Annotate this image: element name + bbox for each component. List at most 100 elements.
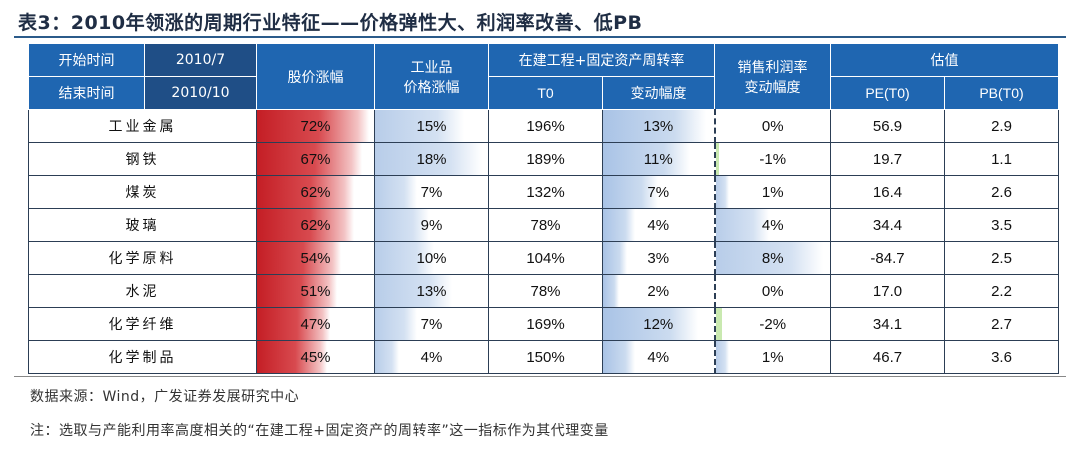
value-bar: [375, 308, 417, 340]
change-cell: 7%: [602, 175, 715, 209]
margin-value: 4%: [761, 216, 784, 234]
margin-value: 0%: [761, 117, 784, 135]
margin-cell: -1%: [713, 142, 831, 176]
pb-value: 1.1: [991, 150, 1012, 168]
pb-cell: 2.6: [944, 175, 1059, 209]
t0-cell: 150%: [488, 340, 603, 374]
t0-value: 78%: [530, 216, 561, 234]
stock-rise-value: 72%: [300, 117, 331, 135]
table-row: 化学纤维 47% 7% 169% 12% -2% 34.1 2.7: [28, 307, 1059, 341]
valuation-header: 估值: [830, 43, 1059, 77]
header-row-2: 结束时间 2010/10 T0 变动幅度 PE(T0) PB(T0): [28, 76, 1059, 110]
value-bar: [257, 209, 354, 241]
footer-divider: [14, 376, 1066, 377]
end-time-label: 结束时间: [28, 76, 145, 110]
industry-name-cell: 玻璃: [28, 208, 257, 242]
pe-header: PE(T0): [830, 76, 945, 110]
pb-value: 2.7: [991, 315, 1012, 333]
t0-cell: 104%: [488, 241, 603, 275]
t0-value: 189%: [526, 150, 565, 168]
price-rise-cell: 7%: [374, 175, 489, 209]
value-bar: [603, 242, 627, 274]
t0-cell: 132%: [488, 175, 603, 209]
price-rise-value: 9%: [420, 216, 443, 234]
table-row: 化学原料 54% 10% 104% 3% 8% -84.7 2.5: [28, 241, 1059, 275]
industrial-price-header: 工业品 价格涨幅: [374, 43, 489, 110]
end-time-value: 2010/10: [144, 76, 257, 110]
price-rise-value: 7%: [420, 315, 443, 333]
margin-value: 8%: [761, 249, 784, 267]
margin-cell: 8%: [713, 241, 831, 275]
stock-rise-cell: 47%: [256, 307, 375, 341]
t0-cell: 196%: [488, 109, 603, 143]
table-row: 化学制品 45% 4% 150% 4% 1% 46.7 3.6: [28, 340, 1059, 374]
price-rise-cell: 9%: [374, 208, 489, 242]
price-rise-cell: 7%: [374, 307, 489, 341]
change-value: 13%: [643, 117, 674, 135]
value-bar: [715, 143, 719, 175]
change-value: 3%: [647, 249, 670, 267]
pe-value: -84.7: [870, 249, 905, 267]
t0-value: 196%: [526, 117, 565, 135]
stock-rise-value: 45%: [300, 348, 331, 366]
industry-name: 水泥: [125, 284, 160, 300]
value-bar: [375, 209, 429, 241]
value-bar: [257, 110, 370, 142]
pb-value: 2.6: [991, 183, 1012, 201]
margin-cell: 1%: [713, 175, 831, 209]
pe-cell: 56.9: [830, 109, 945, 143]
stock-rise-cell: 51%: [256, 274, 375, 308]
margin-header: 销售利润率 变动幅度: [714, 43, 831, 110]
table-title: 表3：2010年领涨的周期行业特征——价格弹性大、利润率改善、低PB: [18, 12, 643, 34]
value-bar: [715, 176, 729, 208]
pe-value: 46.7: [872, 348, 903, 366]
value-bar: [257, 176, 354, 208]
stock-rise-header: 股价涨幅: [256, 43, 375, 110]
pb-value: 2.5: [991, 249, 1012, 267]
pe-cell: -84.7: [830, 241, 945, 275]
value-bar: [715, 209, 770, 241]
pe-value: 19.7: [872, 150, 903, 168]
value-bar: [375, 341, 399, 373]
change-cell: 11%: [602, 142, 715, 176]
t0-value: 78%: [530, 282, 561, 300]
title-divider: [14, 36, 1066, 38]
price-rise-value: 4%: [420, 348, 443, 366]
industry-name: 化学纤维: [108, 317, 177, 333]
price-rise-cell: 13%: [374, 274, 489, 308]
pe-cell: 46.7: [830, 340, 945, 374]
value-bar: [257, 308, 331, 340]
start-time-value: 2010/7: [144, 43, 257, 77]
header-row-1: 开始时间 2010/7 股价涨幅 工业品 价格涨幅 在建工程+固定资产周转率 销…: [28, 43, 1059, 110]
table-row: 水泥 51% 13% 78% 2% 0% 17.0 2.2: [28, 274, 1059, 308]
stock-rise-value: 51%: [300, 282, 331, 300]
pe-value: 56.9: [872, 117, 903, 135]
pb-cell: 1.1: [944, 142, 1059, 176]
industrial-price-header-line1: 工业品: [410, 59, 453, 76]
industry-name: 化学原料: [108, 251, 177, 267]
value-bar: [715, 242, 824, 274]
industry-name-cell: 化学纤维: [28, 307, 257, 341]
price-rise-value: 15%: [416, 117, 447, 135]
stock-rise-value: 67%: [300, 150, 331, 168]
industrial-price-header-line2: 价格涨幅: [403, 79, 460, 96]
t0-cell: 78%: [488, 208, 603, 242]
industry-name: 化学制品: [108, 350, 177, 366]
pb-cell: 2.7: [944, 307, 1059, 341]
pb-header: PB(T0): [944, 76, 1059, 110]
value-bar: [603, 308, 698, 340]
value-bar: [257, 341, 328, 373]
pb-cell: 2.5: [944, 241, 1059, 275]
footnote: 注：选取与产能利用率高度相关的“在建工程+固定资产的周转率”这一指标作为其代理变…: [30, 423, 609, 439]
change-value: 4%: [647, 348, 670, 366]
change-value: 12%: [643, 315, 674, 333]
change-range-header: 变动幅度: [602, 76, 715, 110]
pe-value: 34.4: [872, 216, 903, 234]
margin-value: -1%: [759, 150, 787, 168]
value-bar: [603, 143, 690, 175]
industry-name: 煤炭: [125, 185, 160, 201]
pb-value: 2.9: [991, 117, 1012, 135]
pb-cell: 3.5: [944, 208, 1059, 242]
value-bar: [603, 176, 659, 208]
value-bar: [375, 176, 417, 208]
